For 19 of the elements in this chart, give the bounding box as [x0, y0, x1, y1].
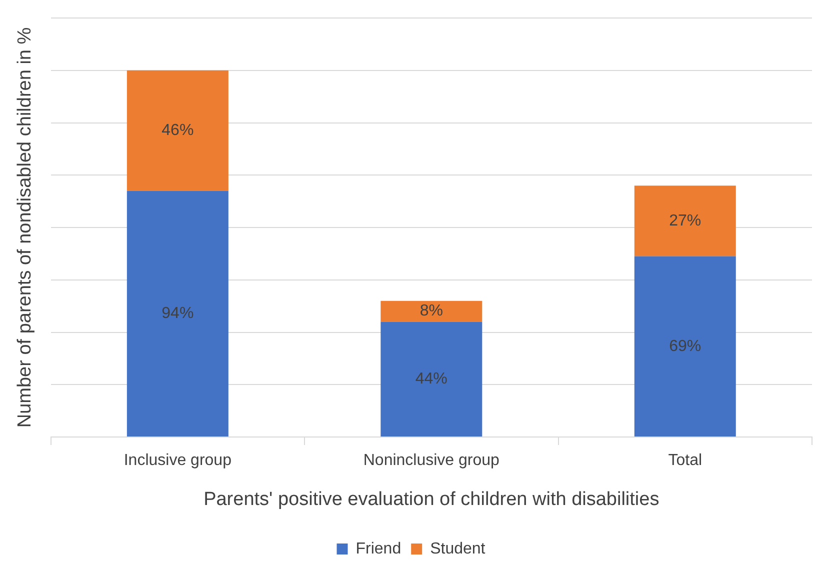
data-label: 27%	[669, 212, 702, 230]
data-label: 44%	[415, 370, 448, 388]
x-axis-title: Parents' positive evaluation of children with disabilities	[204, 488, 660, 510]
x-tick-label: Inclusive group	[124, 452, 232, 470]
bar	[634, 256, 736, 436]
bar	[380, 300, 482, 322]
data-label: 94%	[162, 305, 194, 322]
x-tick-label: Noninclusive group	[363, 452, 500, 470]
data-label: 8%	[420, 302, 443, 320]
bar	[380, 322, 482, 436]
x-tick-label: Total	[668, 452, 702, 470]
data-label: 69%	[669, 338, 702, 355]
legend-label: Student	[430, 540, 486, 558]
y-axis-title: Number of parents of nondisabled children in %	[14, 27, 36, 428]
data-label: 46%	[162, 122, 194, 140]
bar	[126, 70, 228, 191]
legend-label: Friend	[356, 540, 402, 558]
bar	[126, 190, 228, 436]
bar	[634, 186, 736, 256]
